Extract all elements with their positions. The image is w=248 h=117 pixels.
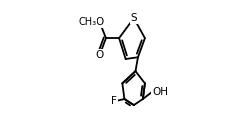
Text: OH: OH (152, 87, 168, 97)
Text: O: O (96, 17, 104, 27)
Text: CH₃: CH₃ (78, 17, 96, 27)
Text: O: O (96, 50, 104, 60)
Text: S: S (130, 13, 137, 23)
Text: F: F (111, 96, 117, 106)
